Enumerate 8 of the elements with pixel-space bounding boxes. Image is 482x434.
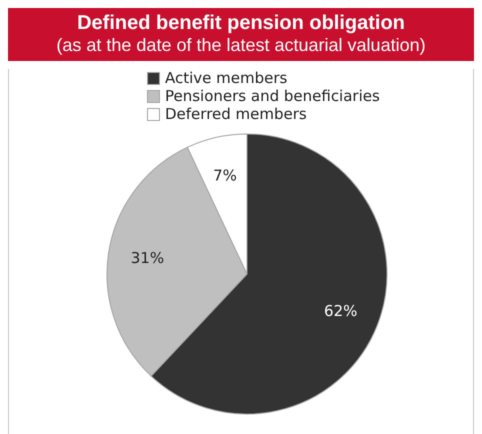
legend-label: Deferred members — [165, 105, 307, 123]
data-label: 31% — [130, 249, 164, 268]
data-label: 62% — [324, 302, 358, 320]
legend-label: Active members — [165, 69, 288, 87]
data-label: 7% — [213, 166, 237, 185]
legend-label: Pensioners and beneficiaries — [165, 87, 380, 105]
chart-title: Defined benefit pension obligation — [76, 12, 406, 35]
chart-subtitle: (as at the date of the latest actuarial valuation) — [55, 35, 427, 56]
